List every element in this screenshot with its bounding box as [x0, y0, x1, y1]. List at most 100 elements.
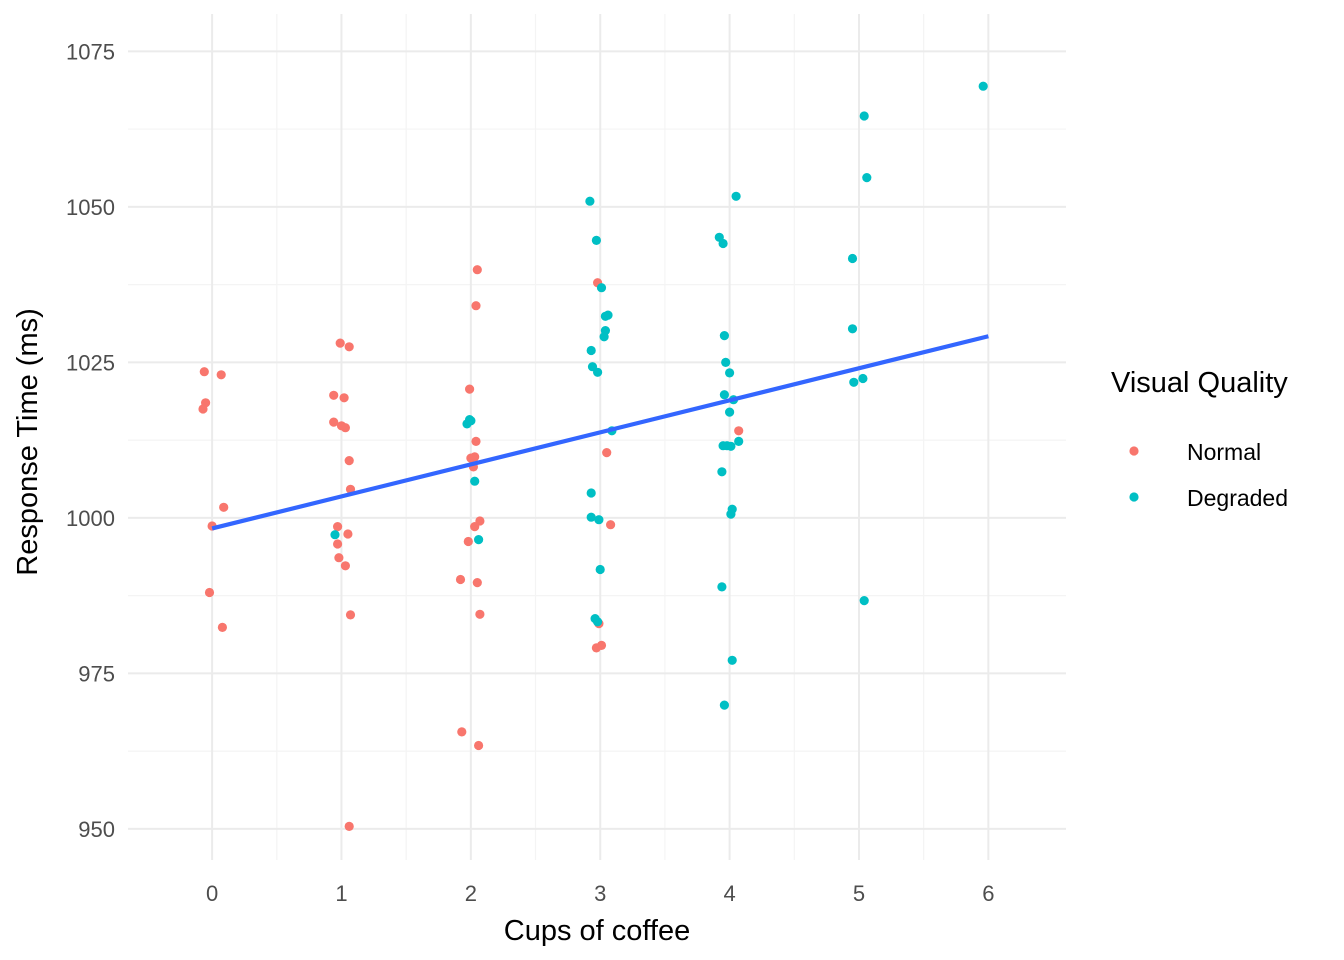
trend-line-layer — [211, 334, 989, 531]
data-point-degraded — [330, 530, 340, 540]
data-point-normal — [463, 536, 473, 547]
y-tick-label: 950 — [78, 817, 115, 842]
data-point-normal — [602, 448, 612, 458]
data-point-degraded — [474, 535, 484, 545]
data-point-degraded — [719, 700, 730, 710]
data-point-normal — [344, 342, 354, 352]
data-point-normal — [465, 384, 475, 394]
data-point-degraded — [586, 512, 596, 522]
data-point-normal — [475, 609, 485, 619]
data-point-degraded — [721, 357, 731, 367]
data-point-degraded — [726, 441, 736, 451]
y-tick-label: 1075 — [66, 39, 115, 64]
x-tick-label: 0 — [206, 881, 218, 906]
y-axis-title: Response Time (ms) — [12, 308, 44, 576]
data-point-normal — [333, 539, 343, 549]
data-point-normal — [329, 417, 339, 427]
y-tick-label: 1050 — [66, 195, 115, 220]
data-point-normal — [335, 338, 345, 348]
data-point-degraded — [725, 368, 735, 378]
legend: Visual Quality Normal Degraded — [1111, 367, 1288, 511]
data-point-degraded — [718, 238, 728, 249]
data-point-normal — [198, 404, 208, 414]
data-point-normal — [457, 727, 467, 737]
data-point-normal — [455, 574, 466, 585]
trend-line — [211, 334, 989, 531]
data-point-degraded — [847, 324, 858, 334]
x-tick-label: 6 — [982, 881, 994, 906]
x-tick-label: 1 — [335, 881, 347, 906]
data-point-normal — [606, 520, 616, 530]
x-tick-label: 5 — [853, 881, 865, 906]
data-point-degraded — [727, 655, 737, 665]
data-point-degraded — [466, 416, 476, 426]
legend-title: Visual Quality — [1111, 367, 1288, 399]
data-point-degraded — [731, 191, 741, 201]
data-point-degraded — [585, 196, 595, 206]
data-point-degraded — [586, 488, 596, 498]
data-point-normal — [219, 502, 229, 512]
data-point-degraded — [593, 617, 603, 627]
x-axis-title: Cups of coffee — [504, 915, 690, 947]
data-point-normal — [216, 370, 226, 380]
data-point-degraded — [600, 311, 611, 321]
data-point-degraded — [593, 367, 603, 377]
data-point-degraded — [859, 596, 869, 606]
data-point-normal — [344, 456, 354, 466]
data-point-normal — [340, 561, 350, 571]
data-point-normal — [199, 367, 209, 377]
data-point-normal — [339, 393, 349, 403]
data-point-degraded — [470, 476, 480, 486]
legend-label-degraded: Degraded — [1187, 485, 1288, 511]
data-point-normal — [591, 643, 602, 653]
data-point-degraded — [717, 467, 727, 477]
data-point-normal — [204, 587, 215, 598]
data-point-degraded — [596, 283, 607, 293]
grid-minor-lines — [128, 14, 1066, 860]
data-point-degraded — [719, 390, 730, 400]
data-points — [198, 81, 988, 832]
data-point-normal — [471, 436, 481, 446]
data-point-normal — [474, 740, 484, 751]
x-axis-ticks: 0 1 2 3 4 5 6 — [206, 881, 995, 906]
data-point-normal — [334, 553, 344, 563]
data-point-degraded — [734, 436, 744, 446]
legend-items: Normal Degraded — [1129, 439, 1288, 511]
data-point-degraded — [719, 331, 730, 341]
data-point-degraded — [599, 332, 609, 342]
legend-label-normal: Normal — [1187, 439, 1261, 465]
y-tick-label: 1000 — [66, 506, 115, 531]
data-point-degraded — [717, 582, 727, 592]
data-point-normal — [329, 390, 339, 400]
data-point-degraded — [591, 235, 602, 245]
data-point-normal — [343, 529, 353, 539]
data-point-normal — [345, 610, 356, 620]
x-tick-label: 4 — [723, 881, 735, 906]
data-point-degraded — [595, 564, 605, 575]
data-point-normal — [217, 622, 227, 633]
grid-major-lines — [128, 14, 1066, 860]
data-point-degraded — [726, 509, 736, 519]
data-point-normal — [470, 522, 480, 532]
data-point-degraded — [978, 81, 988, 91]
data-point-degraded — [858, 373, 868, 384]
data-point-degraded — [586, 345, 596, 356]
x-tick-label: 2 — [465, 881, 477, 906]
data-point-normal — [333, 522, 343, 532]
data-point-degraded — [594, 515, 604, 525]
y-tick-label: 975 — [78, 661, 115, 686]
y-tick-label: 1025 — [66, 350, 115, 375]
data-point-normal — [344, 821, 354, 832]
data-point-degraded — [862, 173, 872, 183]
data-point-degraded — [859, 111, 869, 121]
data-point-normal — [471, 301, 481, 311]
data-point-degraded — [725, 407, 735, 417]
data-point-normal — [734, 426, 744, 436]
y-axis-ticks: 950 975 1000 1025 1050 1075 — [66, 39, 115, 842]
data-point-normal — [470, 452, 480, 462]
data-point-normal — [340, 423, 350, 433]
legend-key-degraded — [1129, 492, 1139, 502]
x-tick-label: 3 — [594, 881, 606, 906]
data-point-normal — [472, 578, 482, 588]
